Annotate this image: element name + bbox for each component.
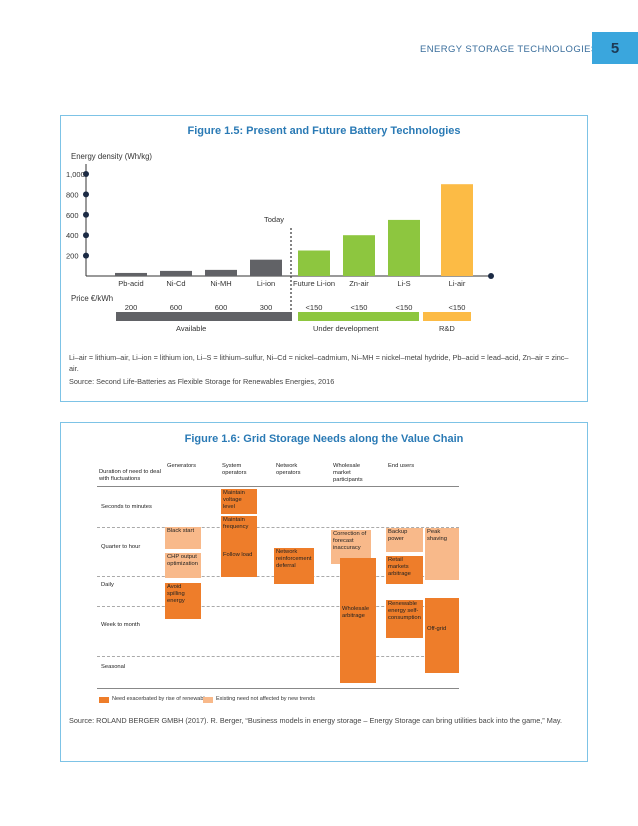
figure-source: Source: ROLAND BERGER GMBH (2017). R. Be…: [69, 716, 563, 725]
category-label: Li-ion: [256, 279, 276, 288]
category-label: Ni-Cd: [166, 279, 186, 288]
y-tick-dot: [83, 171, 89, 177]
price-value: <150: [350, 303, 368, 312]
figure-title: Figure 1.5: Present and Future Battery T…: [187, 125, 461, 137]
legend-swatch-light: [203, 697, 213, 703]
row-daily: Daily: [101, 582, 114, 588]
price-value: 600: [169, 303, 183, 312]
price-value: <150: [395, 303, 413, 312]
legend-light-label: Existing need not affected by new trends: [216, 696, 315, 702]
category-label: Li-air: [448, 279, 466, 288]
price-value: 600: [214, 303, 228, 312]
divider: [97, 656, 459, 657]
under-development-band: [298, 312, 419, 321]
price-value: 200: [124, 303, 138, 312]
col-generators: Generators: [167, 463, 196, 469]
y-tick-dot: [83, 211, 89, 218]
y-tick-dot: [83, 252, 89, 259]
row-seconds: Seconds to minutes: [101, 504, 152, 510]
y-axis-label: Energy density (Wh/kg): [71, 152, 153, 161]
y-tick-label: 200: [66, 252, 79, 261]
row-week: Week to month: [101, 622, 140, 628]
group-available: Available: [176, 324, 207, 333]
row-header: Duration of need to deal with fluctuatio…: [99, 469, 161, 482]
group-rnd: R&D: [439, 324, 455, 333]
today-label: Today: [264, 215, 285, 224]
bar: [343, 235, 375, 276]
bar: [388, 219, 420, 276]
legend-swatch-dark: [99, 697, 109, 703]
y-tick-label: 600: [66, 211, 79, 220]
cell-follow-load: Follow load: [221, 551, 257, 577]
legend-dark-label: Need exacerbated by rise of renewables: [112, 696, 211, 702]
cell-maintain-voltage: Maintain voltage level: [221, 489, 257, 514]
y-tick-dot: [83, 191, 89, 198]
cell-black-start: Black start: [165, 527, 201, 549]
battery-chart: 200 400 600 800 1,000: [66, 164, 494, 321]
cell-backup-power: Backup power: [386, 528, 423, 552]
figure-title: Figure 1.6: Grid Storage Needs along the…: [184, 433, 464, 445]
figure-source: Source: Second Life-Batteries as Flexibl…: [69, 377, 335, 386]
col-end-users: End users: [388, 463, 415, 469]
col-system-operators: System operators: [222, 463, 247, 476]
col-wholesale: Wholesale market participants: [333, 463, 363, 483]
cell-peak-shaving: Peak shaving: [425, 528, 459, 580]
bar: [441, 184, 473, 276]
cell-off-grid: Off-grid: [425, 598, 459, 673]
cell-chp: CHP output optimization: [165, 553, 201, 578]
category-label: Pb-acid: [118, 279, 144, 288]
cell-wholesale-arbitrage: Wholesale arbitrage: [340, 558, 376, 683]
x-axis-end-dot: [488, 273, 494, 279]
y-tick-label: 400: [66, 231, 79, 240]
figure-note: Li–air = lithium–air, Li–ion = lithium i…: [69, 353, 569, 373]
figure-1-6: Figure 1.6: Grid Storage Needs along the…: [60, 422, 588, 762]
bar: [250, 259, 282, 276]
cell-renewable-self: Renewable energy self-consumption: [386, 600, 423, 638]
divider: [97, 606, 459, 607]
cell-network-deferral: Network reinforcement deferral: [274, 548, 314, 584]
y-tick-dot: [83, 232, 89, 239]
category-label: Future Li-ion: [292, 279, 336, 288]
group-under-development: Under development: [313, 324, 379, 333]
price-value: 300: [259, 303, 273, 312]
header-rule: [97, 486, 459, 487]
price-value: <150: [448, 303, 466, 312]
y-tick-label: 800: [66, 190, 79, 199]
cell-avoid-spilling: Avoid spilling energy: [165, 583, 201, 619]
price-value: <150: [305, 303, 323, 312]
bottom-rule: [97, 688, 459, 689]
category-label: Li-S: [397, 279, 411, 288]
row-seasonal: Seasonal: [101, 664, 126, 670]
row-quarter: Quarter to hour: [101, 544, 141, 550]
category-label: Zn-air: [349, 279, 369, 288]
bar: [298, 250, 330, 276]
y-tick-label: 1,000: [66, 170, 85, 179]
category-label: Ni-MH: [210, 279, 232, 288]
bar: [160, 270, 192, 276]
running-header: ENERGY STORAGE TECHNOLOGIES: [420, 44, 598, 55]
available-band: [116, 312, 292, 321]
price-label: Price €/kWh: [71, 294, 114, 303]
divider: [97, 527, 459, 528]
bar: [205, 269, 237, 276]
cell-retail-arbitrage: Retail markets arbitrage: [386, 556, 423, 584]
bar: [115, 272, 147, 276]
page-number: 5: [592, 32, 638, 64]
col-network-operators: Network operators: [276, 463, 301, 476]
figure-1-5: Figure 1.5: Present and Future Battery T…: [60, 115, 588, 402]
rnd-band: [423, 312, 471, 321]
